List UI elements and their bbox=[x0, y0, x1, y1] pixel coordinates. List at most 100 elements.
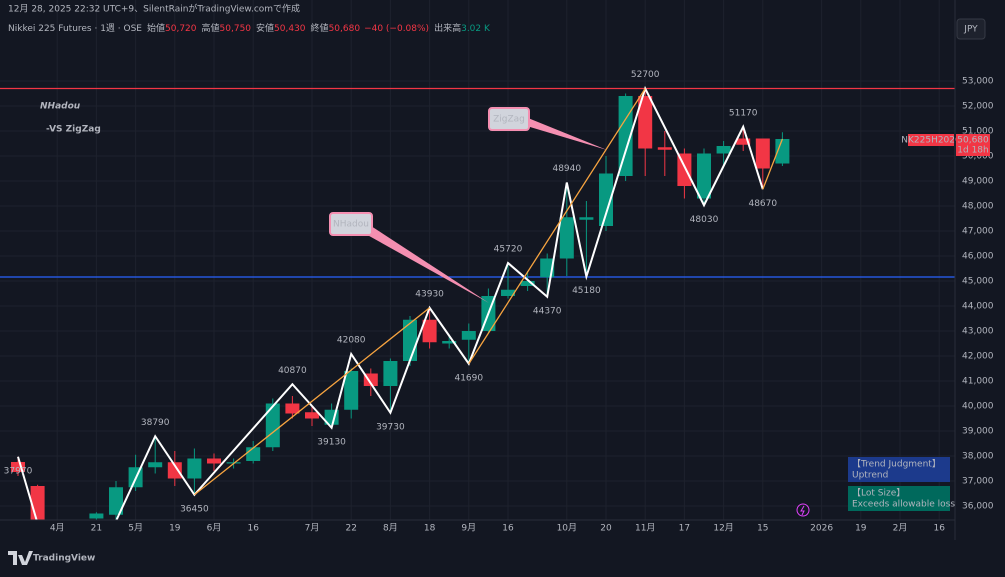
x-tick-label: 16 bbox=[933, 524, 945, 534]
ohlc-label: 高値 bbox=[202, 22, 220, 34]
y-tick-label: 49,000 bbox=[962, 177, 994, 187]
pivot-label: 48940 bbox=[552, 164, 581, 174]
candle-body bbox=[618, 96, 633, 176]
candle-body bbox=[559, 217, 574, 259]
y-tick-label: 38,000 bbox=[962, 452, 994, 462]
candle-body bbox=[677, 153, 692, 186]
pivot-label: 40870 bbox=[278, 366, 307, 376]
symbol-tag bbox=[908, 134, 954, 146]
lot-box bbox=[848, 486, 950, 511]
ohlc-value: 50,680 bbox=[329, 24, 361, 34]
candle-body bbox=[501, 289, 515, 296]
candle-body bbox=[697, 153, 711, 199]
ohlc-value: 50,750 bbox=[220, 24, 252, 34]
symbol-name: Nikkei 225 Futures · 1週 · OSE bbox=[8, 23, 142, 34]
trend-title: 【Trend Judgment】 bbox=[852, 459, 941, 470]
x-tick-label: 21 bbox=[91, 524, 102, 534]
candle-body bbox=[461, 331, 476, 340]
candle-body bbox=[657, 147, 672, 150]
x-tick-label: 5月 bbox=[128, 523, 143, 534]
brand-logo: TradingView bbox=[8, 551, 95, 565]
y-tick-label: 42,000 bbox=[962, 352, 994, 362]
callout-box bbox=[329, 212, 373, 236]
x-tick-label: 18 bbox=[424, 524, 436, 534]
callout: ZigZag bbox=[488, 107, 607, 150]
pivot-label: 38790 bbox=[141, 418, 170, 428]
x-tick-label: 16 bbox=[502, 524, 514, 534]
y-tick-label: 37,000 bbox=[962, 477, 994, 487]
y-tick-label: 40,000 bbox=[962, 402, 994, 412]
candle-body bbox=[89, 513, 104, 519]
candle-body bbox=[207, 458, 221, 464]
symbol-tag-label: NK225H2026 bbox=[901, 136, 961, 146]
candle-body bbox=[520, 281, 535, 286]
lot-value: Exceeds allowable loss bbox=[852, 500, 955, 510]
currency-label: JPY bbox=[963, 25, 978, 35]
ohlc-value: 50,430 bbox=[274, 24, 306, 34]
candle-body bbox=[599, 173, 613, 226]
x-tick-label: 7月 bbox=[305, 523, 320, 534]
ohlc-value: 50,720 bbox=[165, 24, 197, 34]
pivot-label: 44370 bbox=[533, 306, 562, 316]
x-tick-label: 19 bbox=[169, 524, 181, 534]
ohlc-label: 安値 bbox=[256, 22, 274, 34]
pivot-label: 37970 bbox=[4, 466, 33, 476]
y-tick-label: 50,000 bbox=[962, 152, 994, 162]
trend-box bbox=[848, 457, 950, 482]
overlay-title: NHadou bbox=[40, 102, 81, 112]
y-tick-label: 53,000 bbox=[962, 77, 994, 87]
x-tick-label: 19 bbox=[855, 524, 867, 534]
overlay-subtitle: -VS ZigZag bbox=[46, 125, 101, 135]
candle-body bbox=[246, 447, 261, 461]
candle-body bbox=[109, 487, 123, 515]
pivot-label: 41690 bbox=[454, 373, 483, 383]
candle-body bbox=[736, 138, 751, 145]
axes: 36,000 37,000 38,000 39,000 40,000 41,000 42,0… bbox=[50, 77, 994, 534]
pivot-label: 42080 bbox=[337, 336, 366, 346]
x-tick-label: 9月 bbox=[461, 523, 476, 534]
y-tick-label: 41,000 bbox=[962, 377, 994, 387]
candle-body bbox=[775, 139, 790, 164]
pivot-label: 39130 bbox=[317, 437, 346, 447]
pivot-label: 39730 bbox=[376, 422, 405, 432]
pivot-label: 48030 bbox=[690, 215, 719, 225]
x-tick-label: 4月 bbox=[50, 523, 65, 534]
currency-box[interactable] bbox=[956, 18, 986, 40]
x-tick-label: 11月 bbox=[635, 523, 655, 534]
price-tag bbox=[956, 134, 990, 156]
pivot-label: 52700 bbox=[631, 70, 660, 80]
alert-icon[interactable] bbox=[796, 503, 810, 517]
symbol-legend: Nikkei 225 Futures · 1週 · OSE 始値50,720 高値5… bbox=[8, 22, 491, 34]
candle-body bbox=[383, 361, 398, 386]
ohlc-label: 始値 bbox=[147, 22, 165, 34]
y-tick-label: 51,000 bbox=[962, 127, 994, 137]
pivot-label: 48670 bbox=[748, 199, 777, 209]
price-tag-label: 50,680 bbox=[957, 136, 989, 146]
candle-body bbox=[422, 319, 437, 343]
x-tick-label: 22 bbox=[345, 524, 356, 534]
alert-bolt bbox=[800, 505, 805, 516]
x-tick-label: 6月 bbox=[207, 523, 222, 534]
candle-body bbox=[442, 341, 457, 344]
candle-body bbox=[579, 217, 594, 220]
pivot-label: 51170 bbox=[729, 108, 758, 118]
x-tick-label: 2026 bbox=[810, 524, 833, 534]
candle-body bbox=[638, 96, 653, 149]
y-tick-label: 43,000 bbox=[962, 327, 994, 337]
y-tick-label: 45,000 bbox=[962, 277, 994, 287]
callout: NHadou bbox=[329, 212, 489, 303]
y-tick-label: 48,000 bbox=[962, 202, 994, 212]
candle-body bbox=[187, 458, 202, 479]
x-tick-label: 2月 bbox=[893, 523, 908, 534]
created-note: 12月 28, 2025 22:32 UTC+9、SilentRainがTrad… bbox=[8, 3, 300, 15]
candle-body bbox=[167, 462, 182, 479]
plot-area: 37970 38790 36450 40870 39130 42080 39730 43930… bbox=[0, 70, 955, 520]
volume-value: 3.02 K bbox=[461, 24, 491, 34]
x-tick-label: 17 bbox=[679, 524, 690, 534]
lot-title: 【Lot Size】 bbox=[852, 488, 905, 499]
callout-box bbox=[488, 107, 530, 131]
candle-body bbox=[344, 371, 359, 410]
candle-body bbox=[148, 462, 163, 468]
